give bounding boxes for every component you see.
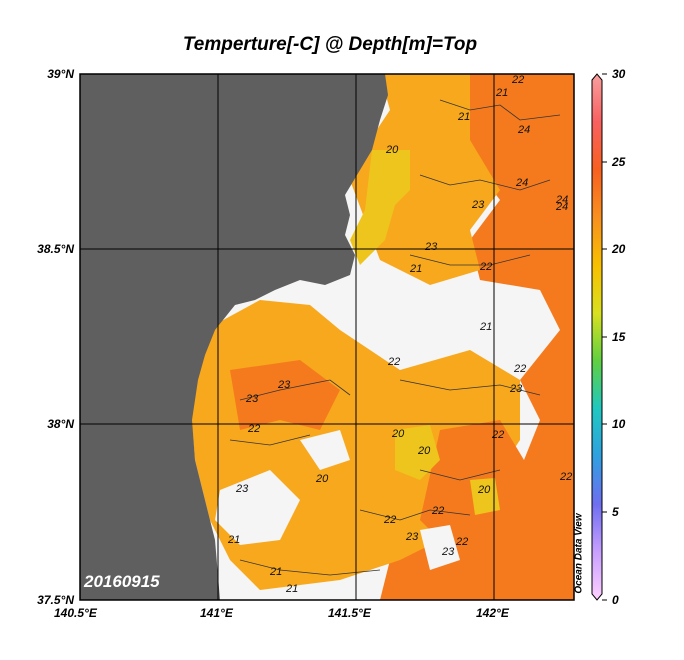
lon-label-141: 141°E <box>200 606 233 620</box>
contour-label: 20 <box>391 428 405 440</box>
contour-label: 22 <box>559 471 572 483</box>
contour-label: 23 <box>471 199 485 211</box>
contour-label: 21 <box>479 321 492 333</box>
contour-label: 21 <box>409 263 422 275</box>
contour-label: 22 <box>383 514 396 526</box>
nodata-patch-mid <box>300 430 350 470</box>
contour-label: 23 <box>424 241 438 253</box>
contour-label: 22 <box>431 505 444 517</box>
contour-label: 23 <box>441 546 455 558</box>
lon-label-142: 142°E <box>476 606 509 620</box>
contour-label: 24 <box>555 194 568 206</box>
north-shelf-region <box>350 74 500 285</box>
lat-label-38: 38°N <box>47 417 74 431</box>
colorbar-tick-20: 20 <box>612 242 626 256</box>
contour-label: 22 <box>511 74 524 86</box>
contour-label: 20 <box>417 445 431 457</box>
lon-label-140-5: 140.5°E <box>54 606 97 620</box>
contour-label: 21 <box>227 534 240 546</box>
contour-label: 22 <box>513 363 526 375</box>
contour-label: 24 <box>517 124 530 136</box>
map-frame <box>79 73 575 601</box>
contour-label: 23 <box>245 393 259 405</box>
contour-label: 23 <box>235 483 249 495</box>
contour-label: 20 <box>477 484 491 496</box>
contour-label: 22 <box>247 423 260 435</box>
nodata-patch-south <box>420 525 460 570</box>
contour-label: 21 <box>285 583 298 595</box>
contour-label: 22 <box>479 261 492 273</box>
cool-patch-east <box>470 478 500 515</box>
colorbar-tick-25: 25 <box>612 155 626 169</box>
colorbar-tick-30: 30 <box>612 67 626 81</box>
colorbar-tick-5: 5 <box>612 505 619 519</box>
colorbar-ticks <box>602 73 607 601</box>
contour-label: 21 <box>457 111 470 123</box>
contour-label: 24 <box>555 201 568 213</box>
contour-label: 22 <box>387 356 400 368</box>
contour-label: 21 <box>269 566 282 578</box>
contour-label: 24 <box>515 177 528 189</box>
lat-label-38-5: 38.5°N <box>37 242 74 256</box>
land-honshu <box>80 74 388 600</box>
colorbar-tick-15: 15 <box>612 330 626 344</box>
ocean-data-view-watermark: Ocean Data View <box>573 513 585 594</box>
lat-label-37-5: 37.5°N <box>37 593 74 607</box>
map-grid <box>80 74 574 600</box>
map-title: Temperture[-C] @ Depth[m]=Top <box>182 34 478 55</box>
colorbar-tick-10: 10 <box>612 417 626 431</box>
contour-label: 21 <box>495 87 508 99</box>
contour-label: 23 <box>405 531 419 543</box>
date-label: 20160915 <box>84 572 160 591</box>
lat-label-39: 39°N <box>47 67 74 81</box>
cool-water-region <box>350 150 410 265</box>
south-warm-core <box>230 360 340 430</box>
contour-label: 20 <box>385 144 399 156</box>
contour-label: 20 <box>315 473 329 485</box>
colorbar-tick-0: 0 <box>612 593 619 607</box>
cool-patch-south <box>395 425 440 480</box>
contour-label: 22 <box>491 429 504 441</box>
contour-label: 23 <box>277 379 291 391</box>
contour-label: 23 <box>509 383 523 395</box>
colorbar <box>591 73 603 601</box>
nodata-patch-center <box>345 280 440 360</box>
lon-label-141-5: 141.5°E <box>328 606 371 620</box>
contour-label: 22 <box>455 536 468 548</box>
isotherm-lines <box>229 99 561 576</box>
nodata-patch-west <box>215 470 300 545</box>
